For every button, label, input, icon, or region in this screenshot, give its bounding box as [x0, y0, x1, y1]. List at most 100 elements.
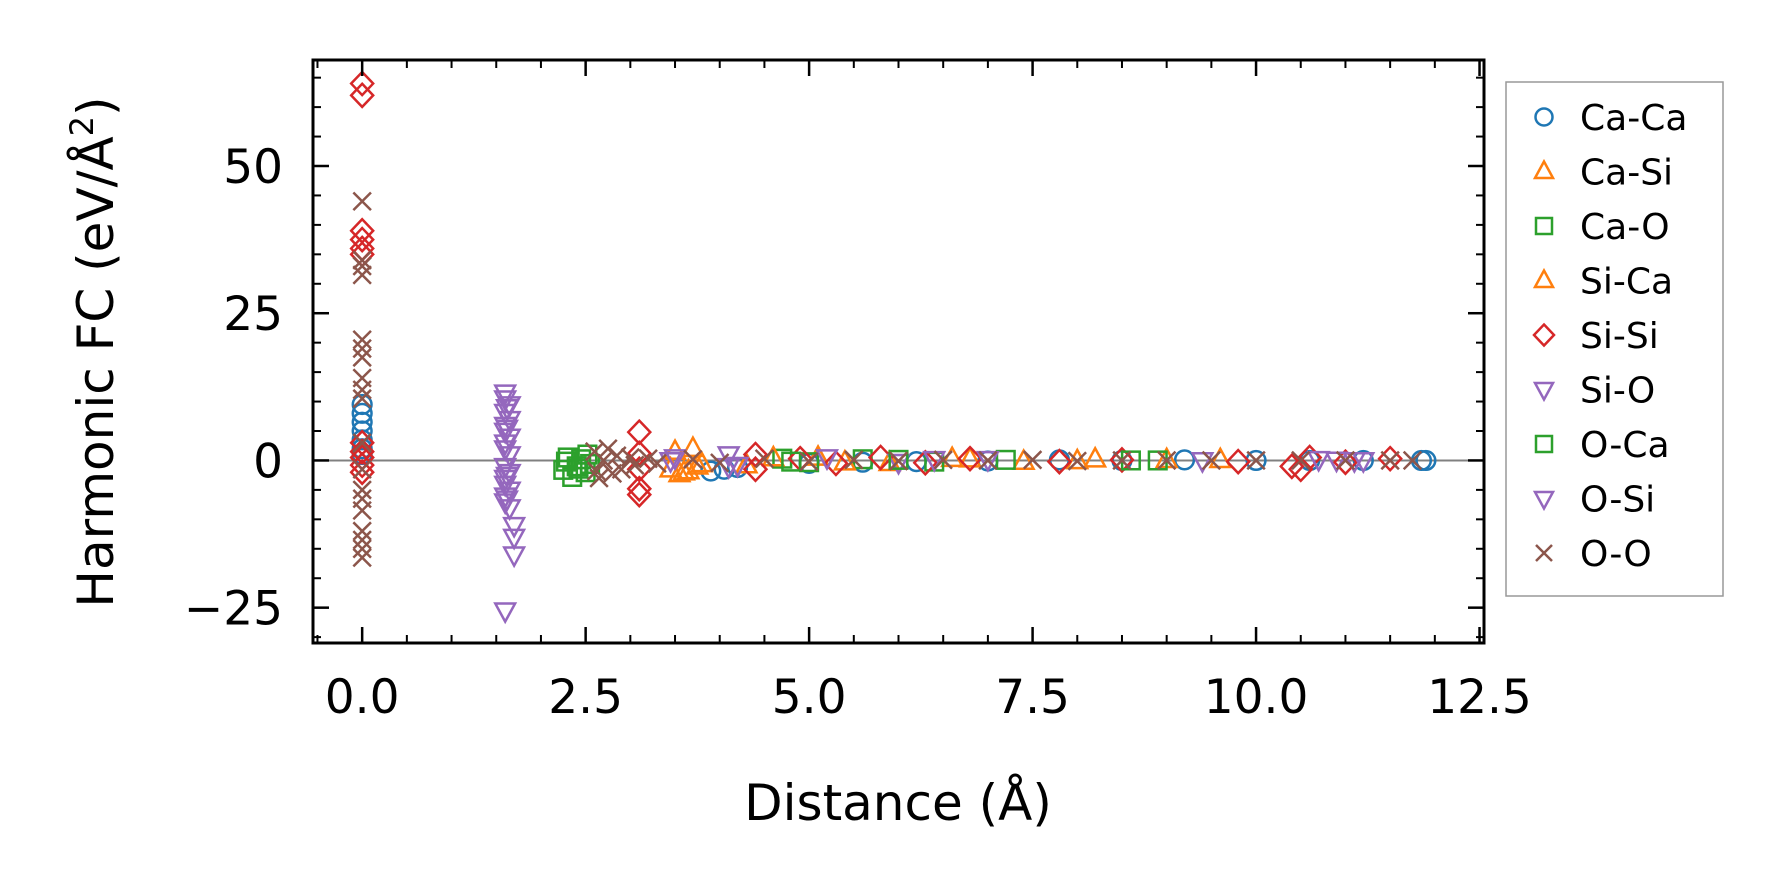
- data-point: [663, 449, 688, 472]
- legend-marker: [1532, 158, 1556, 180]
- data-point: [494, 490, 519, 513]
- data-point: [888, 451, 909, 471]
- data-point: [710, 453, 730, 473]
- series-o-si: [494, 399, 1376, 513]
- data-point: [349, 81, 375, 109]
- legend-marker: [1532, 381, 1556, 403]
- legend-item-ca-si: Ca-Si: [1532, 153, 1673, 194]
- legend-marker: [1534, 107, 1554, 127]
- data-point: [799, 451, 819, 472]
- y-tick-label: 50: [223, 140, 283, 195]
- data-point: [685, 452, 710, 475]
- data-point: [1112, 450, 1132, 471]
- data-point: [352, 191, 372, 212]
- data-point: [494, 419, 519, 442]
- data-point: [1402, 450, 1423, 471]
- y-axis-title: Harmonic FC (eV/Å2): [63, 96, 125, 607]
- data-point: [742, 455, 769, 483]
- data-point: [958, 445, 983, 468]
- data-point: [933, 450, 953, 470]
- data-point: [781, 451, 802, 472]
- data-point: [598, 438, 618, 459]
- data-point: [626, 455, 652, 483]
- legend-marker: [1534, 434, 1554, 454]
- legend-label: Si-Ca: [1580, 262, 1673, 303]
- data-point: [626, 481, 652, 508]
- legend-label: Ca-O: [1580, 207, 1670, 248]
- data-point: [352, 480, 372, 500]
- data-point: [352, 500, 372, 521]
- legend-item-si-si: Si-Si: [1532, 316, 1659, 357]
- data-point: [352, 539, 372, 559]
- y-axis-title-close: ): [67, 96, 125, 116]
- data-point: [1380, 450, 1400, 471]
- data-point: [658, 452, 683, 475]
- data-point: [352, 256, 372, 276]
- data-point: [502, 528, 527, 551]
- data-point: [494, 466, 519, 489]
- data-point: [502, 516, 527, 539]
- data-point: [725, 456, 750, 479]
- data-point: [352, 347, 372, 368]
- data-point: [502, 546, 527, 569]
- legend-marker: [1532, 267, 1556, 289]
- tick-labels-layer: 0.0 2.5 5.0 7.5 10.0 12.5 −25 0 25 50: [184, 140, 1532, 725]
- y-axis-title-main: Harmonic FC (eV/Å: [67, 136, 125, 607]
- legend-item-ca-o: Ca-O: [1534, 207, 1670, 248]
- series-si-si: [349, 70, 1403, 508]
- legend-item-o-o: O-O: [1535, 534, 1652, 575]
- data-point: [352, 330, 372, 350]
- data-point: [638, 448, 658, 469]
- data-point: [352, 521, 372, 541]
- data-point: [647, 453, 667, 474]
- legend-label: Si-O: [1580, 371, 1655, 412]
- data-point: [844, 450, 864, 470]
- legend: Ca-Ca Ca-Si Ca-O Si-Ca Si-Si Si-O O-Ca O-Si O-O: [1505, 81, 1724, 597]
- legend-label: Ca-Si: [1580, 153, 1673, 194]
- x-tick-label: 12.5: [1427, 670, 1532, 725]
- data-point: [680, 435, 705, 458]
- data-point: [352, 388, 372, 409]
- data-point: [352, 530, 372, 550]
- data-point: [352, 433, 372, 453]
- data-point: [832, 448, 857, 471]
- data-point: [1225, 448, 1251, 475]
- data-point: [886, 453, 911, 476]
- data-point: [626, 418, 652, 446]
- data-point: [975, 450, 1000, 473]
- data-point: [877, 449, 902, 472]
- legend-label: O-Si: [1580, 480, 1655, 521]
- data-point: [1415, 449, 1437, 472]
- data-point: [1246, 450, 1266, 471]
- data-point: [625, 455, 645, 475]
- data-point: [888, 449, 909, 470]
- legend-item-ca-ca: Ca-Ca: [1534, 98, 1687, 139]
- data-point: [1288, 455, 1314, 483]
- ticks-layer: [313, 60, 1484, 643]
- data-point: [1306, 450, 1331, 473]
- data-point: [754, 448, 775, 469]
- data-point: [352, 265, 372, 285]
- data-point: [995, 449, 1016, 470]
- legend-marker: [1532, 322, 1556, 348]
- legend-marker: [1532, 490, 1556, 512]
- data-point: [589, 468, 609, 488]
- data-point: [497, 446, 522, 469]
- data-point: [497, 499, 522, 522]
- data-point: [957, 445, 983, 473]
- legend-marker: [1534, 216, 1554, 236]
- data-point: [1190, 452, 1215, 475]
- data-point: [1291, 450, 1311, 471]
- data-point: [1011, 448, 1036, 471]
- data-points-layer: [349, 70, 1437, 625]
- data-point: [494, 399, 519, 422]
- data-point: [716, 446, 741, 469]
- data-point: [671, 458, 696, 481]
- series-o-o: [352, 191, 1423, 568]
- data-point: [978, 450, 998, 471]
- legend-label: O-Ca: [1580, 425, 1670, 466]
- data-point: [867, 444, 894, 471]
- x-axis-title: Distance (Å): [744, 774, 1052, 832]
- x-tick-label: 0.0: [325, 670, 400, 725]
